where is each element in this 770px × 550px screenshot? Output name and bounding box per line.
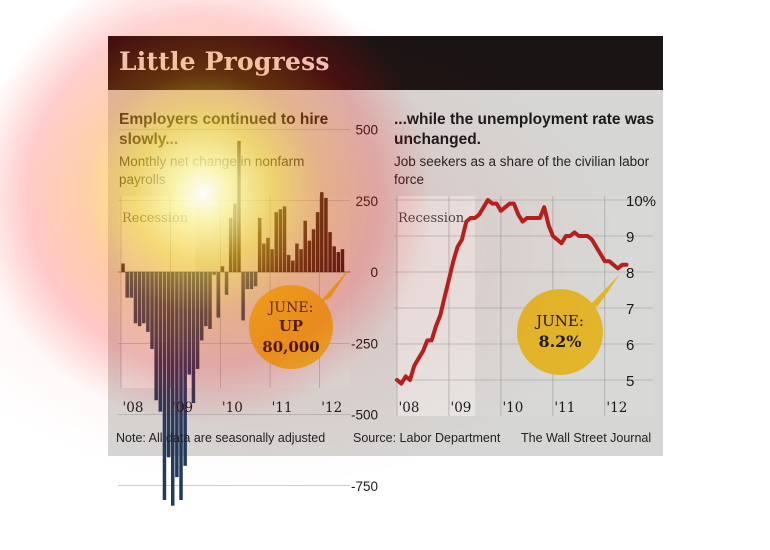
- y-tick-label: 5: [626, 373, 634, 390]
- callout-line1: JUNE:: [534, 312, 584, 330]
- x-tick-label: '09: [451, 400, 472, 416]
- y-tick-label: 6: [626, 337, 634, 354]
- y-tick-label: 9: [626, 229, 634, 246]
- y-tick-label: -750: [351, 479, 378, 494]
- footer-source: Source: Labor Department: [353, 431, 501, 445]
- footer-credit: The Wall Street Journal: [521, 431, 652, 445]
- x-tick-label: '11: [554, 400, 575, 416]
- y-tick-label: 7: [626, 301, 634, 318]
- callout-line2: 8.2%: [538, 332, 581, 351]
- y-tick-label: 10%: [626, 193, 656, 210]
- recession-label: Recession: [398, 211, 465, 226]
- x-tick-label: '10: [502, 400, 523, 416]
- x-tick-label: '12: [606, 400, 627, 416]
- x-tick-label: '08: [399, 400, 420, 416]
- footer-note: Note: All data are seasonally adjusted: [116, 431, 326, 445]
- infographic: Little Progress Employers continued to h…: [108, 36, 663, 506]
- y-tick-label: 8: [626, 265, 634, 282]
